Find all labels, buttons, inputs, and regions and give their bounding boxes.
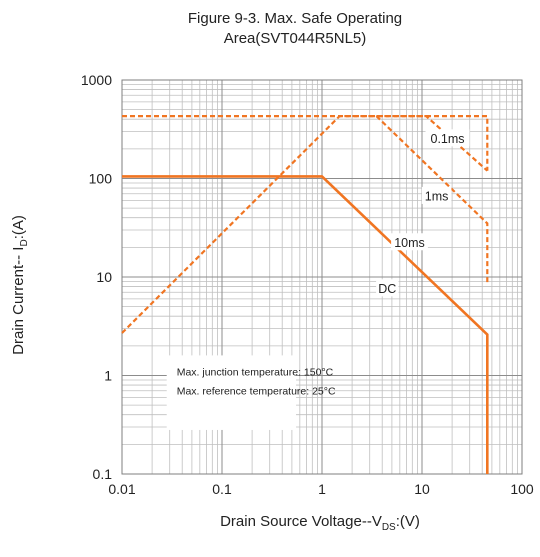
annotation-text: Max. reference temperature: 25°C xyxy=(177,385,336,397)
plot-frame xyxy=(121,79,523,475)
y-axis-label: Drain Current-- ID:(A) xyxy=(10,215,30,355)
series-label-bg xyxy=(391,233,428,251)
series-label: DC xyxy=(378,282,396,296)
series-label-bg xyxy=(425,129,470,147)
annotation-text: Max. junction temperature: 150°C xyxy=(177,366,334,378)
x-tick-label: 10 xyxy=(414,481,430,497)
y-tick-label: 10 xyxy=(96,269,112,285)
series-label: 10ms xyxy=(394,236,425,250)
x-axis-label: Drain Source Voltage--VDS:(V) xyxy=(220,513,420,533)
chart-title-line1: Figure 9-3. Max. Safe Operating xyxy=(187,10,403,27)
annotation-box xyxy=(166,355,297,430)
series-label: 0.1ms xyxy=(431,132,465,146)
y-tick-label: 0.1 xyxy=(93,466,113,482)
series-line-DC xyxy=(122,175,489,474)
y-tick-label: 1 xyxy=(104,368,112,384)
x-tick-label: 1 xyxy=(318,481,326,497)
series-label-bg xyxy=(421,186,452,204)
y-tick-label: 100 xyxy=(89,171,113,187)
x-tick-label: 0.1 xyxy=(212,481,232,497)
x-tick-label: 0.01 xyxy=(108,481,135,497)
series-label-bg xyxy=(376,279,399,297)
series-line-01ms xyxy=(122,114,489,171)
x-tick-label: 100 xyxy=(510,481,534,497)
y-tick-label: 1000 xyxy=(81,72,112,88)
series-line-10ms xyxy=(375,115,489,284)
chart-title-line2: Area(SVT044R5NL5) xyxy=(223,30,367,47)
series-label: 1ms xyxy=(425,189,449,203)
